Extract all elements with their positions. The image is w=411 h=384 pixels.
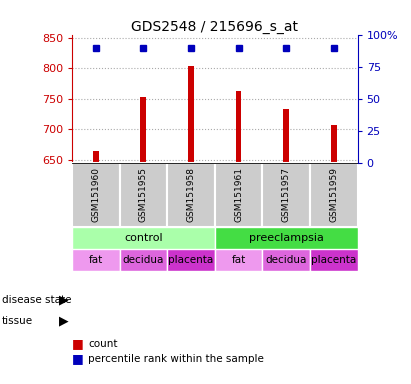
Text: percentile rank within the sample: percentile rank within the sample (88, 354, 264, 364)
Bar (310, 163, 358, 227)
Bar (141, 98, 146, 163)
Text: GSM151955: GSM151955 (139, 167, 148, 222)
Bar (93, 151, 99, 163)
Text: tissue: tissue (2, 316, 33, 326)
Text: GSM151960: GSM151960 (91, 167, 100, 222)
Bar (331, 126, 337, 163)
Bar (167, 163, 215, 227)
Bar (236, 91, 241, 163)
Text: ■: ■ (72, 337, 84, 350)
Bar (215, 163, 262, 227)
Bar (215, 249, 262, 271)
Bar (310, 249, 358, 271)
Bar (167, 249, 215, 271)
Text: fat: fat (89, 255, 103, 265)
Bar (188, 66, 194, 163)
Bar (120, 249, 167, 271)
Bar (215, 227, 358, 249)
Text: fat: fat (231, 255, 246, 265)
Text: control: control (124, 233, 163, 243)
Bar (72, 227, 215, 249)
Text: preeclampsia: preeclampsia (249, 233, 323, 243)
Text: decidua: decidua (122, 255, 164, 265)
Text: ▶: ▶ (59, 314, 69, 327)
Text: count: count (88, 339, 118, 349)
Bar (262, 249, 310, 271)
Bar (72, 249, 120, 271)
Text: disease state: disease state (2, 295, 72, 305)
Bar (120, 163, 167, 227)
Title: GDS2548 / 215696_s_at: GDS2548 / 215696_s_at (131, 20, 298, 33)
Text: placenta: placenta (311, 255, 356, 265)
Text: GSM151958: GSM151958 (187, 167, 196, 222)
Bar (262, 163, 310, 227)
Text: ■: ■ (72, 353, 84, 366)
Text: placenta: placenta (169, 255, 214, 265)
Text: GSM151957: GSM151957 (282, 167, 291, 222)
Text: ▶: ▶ (59, 294, 69, 307)
Bar (72, 163, 120, 227)
Bar (283, 109, 289, 163)
Text: decidua: decidua (266, 255, 307, 265)
Text: GSM151959: GSM151959 (329, 167, 338, 222)
Text: GSM151961: GSM151961 (234, 167, 243, 222)
